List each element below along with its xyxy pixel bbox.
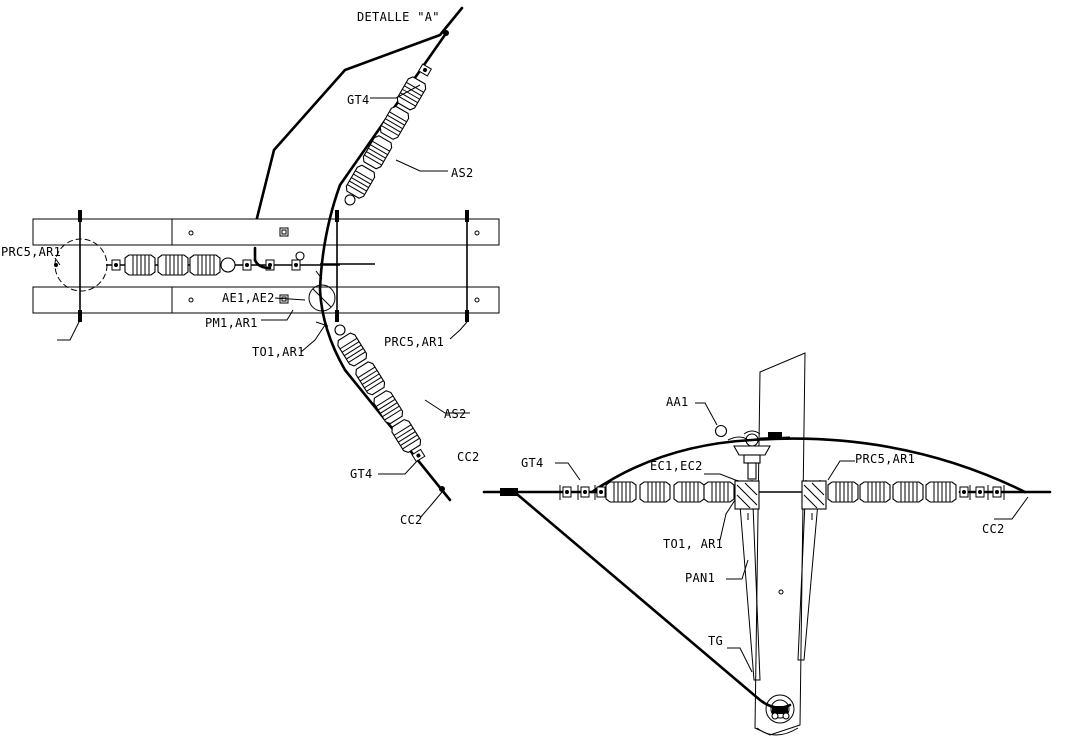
label-gt4-top: GT4 — [347, 93, 370, 107]
label-tg: TG — [708, 634, 723, 648]
leader-lines-plan — [54, 84, 470, 519]
threaded-rod-right — [465, 210, 469, 322]
label-as2-top: AS2 — [451, 166, 474, 180]
top-pin-insulator — [733, 430, 771, 480]
label-cc2-mid: CC2 — [400, 513, 423, 527]
ground-clamp — [765, 694, 795, 724]
aa1-fitting — [714, 424, 728, 438]
left-insulator-string — [106, 246, 375, 276]
top-conductor — [590, 437, 1027, 494]
label-pan1: PAN1 — [685, 571, 715, 585]
label-ec1: EC1,EC2 — [650, 459, 703, 473]
crossarm-lower — [32, 286, 500, 314]
label-prc5-right: PRC5,AR1 — [855, 452, 915, 466]
label-cc2-left: CC2 — [457, 450, 480, 464]
lower-insulator-string — [334, 324, 445, 492]
pole-braces — [737, 479, 821, 681]
leader-lines-elevation — [555, 402, 1029, 673]
label-to1-right: TO1, AR1 — [663, 537, 723, 551]
main-conductor-plan — [318, 30, 452, 502]
upper-insulator-string — [343, 30, 449, 206]
label-cc2-right: CC2 — [982, 522, 1005, 536]
label-prc5-mid: PRC5,AR1 — [384, 335, 444, 349]
threaded-rod-left — [78, 210, 82, 322]
label-aa1: AA1 — [666, 395, 689, 409]
label-to1-left: TO1,AR1 — [252, 345, 305, 359]
label-pm1: PM1,AR1 — [205, 316, 258, 330]
label-gt4-right: GT4 — [521, 456, 544, 470]
elevation-left-string — [559, 481, 735, 503]
label-gt4-mid: GT4 — [350, 467, 373, 481]
label-detalle: DETALLE "A" — [357, 10, 440, 24]
pole — [754, 352, 806, 736]
pole-section — [54, 238, 108, 292]
plan-view-assembly: DETALLE "A" GT4 AS2 PRC5,AR1 AE1,AE2 PM1… — [1, 6, 500, 527]
down-lead — [516, 493, 792, 709]
label-ae1: AE1,AE2 — [222, 291, 275, 305]
elevation-right-string — [827, 481, 1005, 503]
threaded-rod-center — [335, 210, 339, 322]
label-prc5-left: PRC5,AR1 — [1, 245, 61, 259]
jumper-conductor — [255, 6, 464, 220]
label-as2-mid: AS2 — [444, 407, 467, 421]
elevation-view-assembly: AA1 CC2 GT4 EC1,EC2 PRC5,AR1 TO1, AR1 PA… — [457, 352, 1052, 736]
crossarm-upper — [32, 218, 500, 246]
